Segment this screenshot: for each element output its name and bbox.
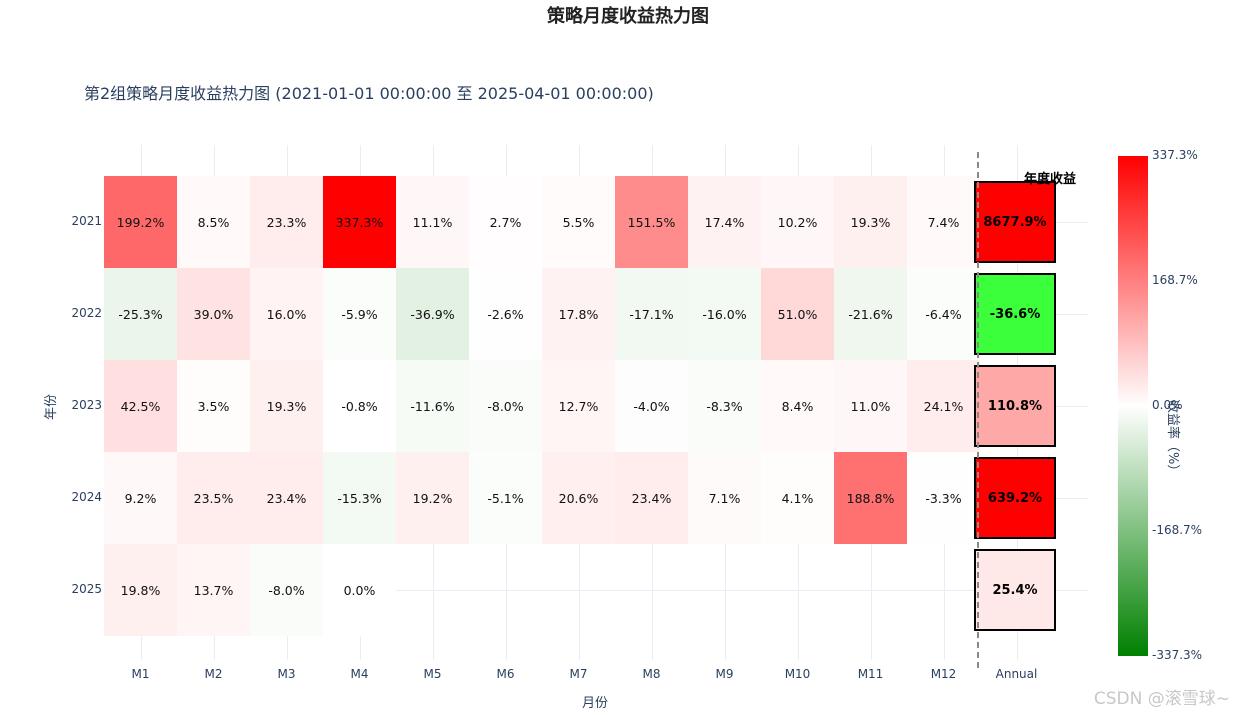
y-axis-title: 年份 xyxy=(44,393,59,420)
heatmap-cell[interactable]: 0.0% xyxy=(323,544,396,636)
heatmap-cell[interactable]: 5.5% xyxy=(542,176,615,268)
x-axis-tick-label: M6 xyxy=(496,667,515,681)
heatmap-cell[interactable]: 42.5% xyxy=(104,360,177,452)
heatmap-cell[interactable]: 20.6% xyxy=(542,452,615,544)
heatmap-cell[interactable]: -36.9% xyxy=(396,268,469,360)
gridline-horizontal xyxy=(104,590,1088,591)
heatmap-cell[interactable]: 24.1% xyxy=(907,360,980,452)
heatmap-cell[interactable]: -17.1% xyxy=(615,268,688,360)
heatmap-cell[interactable]: 151.5% xyxy=(615,176,688,268)
annual-return-box[interactable]: -36.6% xyxy=(974,273,1056,355)
heatmap-cell[interactable]: 19.8% xyxy=(104,544,177,636)
heatmap-cell[interactable]: -25.3% xyxy=(104,268,177,360)
colorbar-tick: -168.7% xyxy=(1152,523,1203,537)
x-axis-tick-label: M11 xyxy=(857,667,884,681)
heatmap-cell[interactable]: -15.3% xyxy=(323,452,396,544)
x-axis-tick-label: M12 xyxy=(930,667,957,681)
annual-divider-line xyxy=(977,152,979,668)
y-axis-tick-label: 2022 xyxy=(71,306,102,320)
y-axis-tick-label: 2024 xyxy=(71,490,102,504)
heatmap-cell[interactable]: -4.0% xyxy=(615,360,688,452)
heatmap-cell[interactable]: -2.6% xyxy=(469,268,542,360)
heatmap-cell[interactable]: 8.4% xyxy=(761,360,834,452)
heatmap-cell[interactable]: -16.0% xyxy=(688,268,761,360)
x-axis-title: 月份 xyxy=(582,696,609,711)
annual-header: 年度收益 xyxy=(1024,172,1077,187)
heatmap-cell[interactable]: 16.0% xyxy=(250,268,323,360)
heatmap-cell[interactable]: 51.0% xyxy=(761,268,834,360)
heatmap-cell[interactable]: -8.0% xyxy=(469,360,542,452)
x-axis-tick-label: M5 xyxy=(423,667,442,681)
x-axis-tick-label: M8 xyxy=(642,667,661,681)
heatmap-cell[interactable]: 23.3% xyxy=(250,176,323,268)
heatmap-cell[interactable]: 23.5% xyxy=(177,452,250,544)
chart-title: 策略月度收益热力图 xyxy=(547,6,709,27)
colorbar xyxy=(1118,156,1148,656)
heatmap-cell[interactable]: -8.3% xyxy=(688,360,761,452)
heatmap-cell[interactable]: -21.6% xyxy=(834,268,907,360)
heatmap-cell[interactable]: 23.4% xyxy=(615,452,688,544)
annual-return-box[interactable]: 110.8% xyxy=(974,365,1056,447)
heatmap-cell[interactable]: 19.2% xyxy=(396,452,469,544)
heatmap-cell[interactable]: 9.2% xyxy=(104,452,177,544)
heatmap-cell[interactable]: 337.3% xyxy=(323,176,396,268)
heatmap-cell[interactable]: 10.2% xyxy=(761,176,834,268)
colorbar-tick: 0.0% xyxy=(1152,398,1183,412)
x-axis-tick-label: Annual xyxy=(995,667,1038,681)
heatmap-cell[interactable]: -5.1% xyxy=(469,452,542,544)
heatmap-cell[interactable]: 11.0% xyxy=(834,360,907,452)
heatmap-cell[interactable]: 2.7% xyxy=(469,176,542,268)
heatmap-cell[interactable]: 12.7% xyxy=(542,360,615,452)
annual-return-box[interactable]: 25.4% xyxy=(974,549,1056,631)
heatmap-cell[interactable]: -6.4% xyxy=(907,268,980,360)
chart-subtitle: 第2组策略月度收益热力图 (2021-01-01 00:00:00 至 2025… xyxy=(84,84,654,103)
heatmap-cell[interactable]: 7.4% xyxy=(907,176,980,268)
heatmap-cell[interactable]: 11.1% xyxy=(396,176,469,268)
heatmap-cell[interactable]: 17.8% xyxy=(542,268,615,360)
y-axis-tick-label: 2021 xyxy=(71,214,102,228)
heatmap-cell[interactable]: 8.5% xyxy=(177,176,250,268)
heatmap-cell[interactable]: 23.4% xyxy=(250,452,323,544)
heatmap-cell[interactable]: -5.9% xyxy=(323,268,396,360)
x-axis-tick-label: M10 xyxy=(784,667,811,681)
heatmap-cell[interactable]: 39.0% xyxy=(177,268,250,360)
x-axis-tick-label: M1 xyxy=(131,667,150,681)
heatmap-cell[interactable]: -3.3% xyxy=(907,452,980,544)
y-axis-tick-label: 2023 xyxy=(71,398,102,412)
heatmap-cell[interactable]: -0.8% xyxy=(323,360,396,452)
colorbar-tick: 168.7% xyxy=(1152,273,1198,287)
heatmap-cell[interactable]: -11.6% xyxy=(396,360,469,452)
heatmap-cell[interactable]: 19.3% xyxy=(250,360,323,452)
heatmap-cell[interactable]: 7.1% xyxy=(688,452,761,544)
heatmap-cell[interactable]: 4.1% xyxy=(761,452,834,544)
watermark: CSDN @滚雪球~ xyxy=(1093,689,1230,709)
x-axis-tick-label: M2 xyxy=(204,667,223,681)
colorbar-tick: 337.3% xyxy=(1152,148,1198,162)
x-axis-tick-label: M4 xyxy=(350,667,369,681)
heatmap-cell[interactable]: 17.4% xyxy=(688,176,761,268)
heatmap-cell[interactable]: 188.8% xyxy=(834,452,907,544)
y-axis-tick-label: 2025 xyxy=(71,582,102,596)
x-axis-tick-label: M9 xyxy=(715,667,734,681)
heatmap-cell[interactable]: 13.7% xyxy=(177,544,250,636)
annual-return-box[interactable]: 639.2% xyxy=(974,457,1056,539)
colorbar-title: 收益率（%） xyxy=(1165,400,1180,478)
heatmap-cell[interactable]: 19.3% xyxy=(834,176,907,268)
heatmap-cell[interactable]: 199.2% xyxy=(104,176,177,268)
heatmap-cell[interactable]: 3.5% xyxy=(177,360,250,452)
x-axis-tick-label: M3 xyxy=(277,667,296,681)
colorbar-tick: -337.3% xyxy=(1152,648,1203,662)
heatmap-cell[interactable]: -8.0% xyxy=(250,544,323,636)
annual-return-box[interactable]: 8677.9% xyxy=(974,181,1056,263)
x-axis-tick-label: M7 xyxy=(569,667,588,681)
